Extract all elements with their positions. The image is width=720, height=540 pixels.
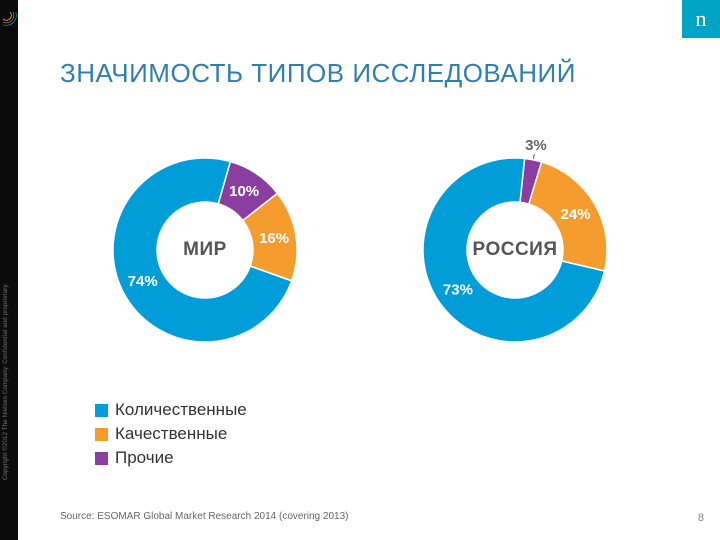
brand-badge: n: [682, 0, 720, 38]
legend-item: Качественные: [95, 424, 247, 444]
slide-title: ЗНАЧИМОСТЬ ТИПОВ ИССЛЕДОВАНИЙ: [60, 58, 576, 89]
legend-swatch-quantitative: [95, 404, 108, 417]
slice-label-other: 10%: [229, 183, 259, 200]
legend-label: Прочие: [115, 448, 174, 468]
legend-swatch-qualitative: [95, 428, 108, 441]
source-text: Source: ESOMAR Global Market Research 20…: [60, 511, 348, 522]
legend-label: Качественные: [115, 424, 227, 444]
legend-label: Количественные: [115, 400, 247, 420]
donut-russia-label: РОССИЯ: [473, 239, 558, 261]
brand-letter: n: [696, 6, 707, 32]
slice-label-quantitative: 74%: [128, 273, 158, 290]
donut-russia: 3% 24% 73% РОССИЯ: [385, 130, 645, 370]
slice-label-other: 3%: [525, 137, 547, 154]
legend-swatch-other: [95, 452, 108, 465]
legend: Количественные Качественные Прочие: [95, 400, 247, 472]
donut-world-label: МИР: [183, 239, 227, 261]
decorative-arc-icon: [3, 12, 23, 32]
slice-label-quantitative: 73%: [443, 282, 473, 299]
slice-label-qualitative: 24%: [561, 206, 591, 223]
legend-item: Прочие: [95, 448, 247, 468]
legend-item: Количественные: [95, 400, 247, 420]
left-rail: Copyright ©2012 The Nielsen Company. Con…: [0, 0, 18, 540]
slice-label-qualitative: 16%: [259, 230, 289, 247]
donut-world: 10% 16% 74% МИР: [75, 130, 335, 370]
charts-row: 10% 16% 74% МИР 3% 24% 73% РОССИЯ: [50, 130, 670, 380]
copyright-text: Copyright ©2012 The Nielsen Company. Con…: [3, 283, 9, 480]
page-number: 8: [698, 512, 704, 524]
